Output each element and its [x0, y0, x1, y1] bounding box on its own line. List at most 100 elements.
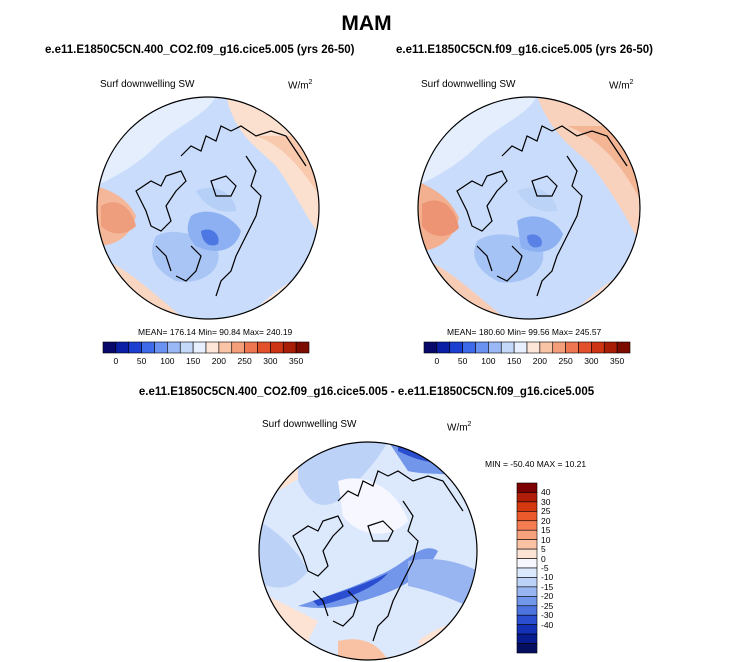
panel-1-colorbar-swatch — [154, 341, 168, 354]
diff-colorbar-tick-label: -30 — [541, 610, 554, 621]
panel-1-colorbar-swatch — [257, 341, 271, 354]
panel-1-colorbar-swatch — [102, 341, 117, 354]
panel-1-colorbar-ticks: 0 50 100 150 200 250 300 350 — [103, 356, 309, 368]
diff-title: e.e11.E1850C5CN.400_CO2.f09_g16.cice5.00… — [138, 386, 595, 398]
panel-2-colorbar-tick-label: 250 — [558, 356, 573, 366]
panel-2-colorbar-swatch — [552, 341, 566, 354]
diff-colorbar — [516, 482, 538, 654]
panel-1-colorbar-tick-label: 250 — [237, 356, 252, 366]
panel-2-colorbar-tick-label: 0 — [434, 356, 440, 366]
panel-2-stats: MEAN= 180.60 Min= 99.56 Max= 245.57 — [447, 327, 602, 337]
diff-colorbar-swatch — [516, 577, 538, 588]
diff-colorbar-swatch — [516, 529, 538, 540]
panel-1-colorbar-swatch — [270, 341, 284, 354]
panel-2-colorbar-swatch — [513, 341, 528, 354]
diff-colorbar-swatch — [516, 558, 538, 569]
panel-1-colorbar-swatch — [205, 341, 220, 354]
diff-colorbar-swatch — [516, 501, 538, 512]
diff-colorbar-swatch — [516, 633, 538, 644]
panel-2-colorbar-swatch — [603, 341, 618, 354]
panel-2-colorbar-tick-label: 150 — [507, 356, 522, 366]
panel-2-colorbar-tick-label: 200 — [532, 356, 547, 366]
diff-colorbar-tick-label: -10 — [541, 572, 554, 583]
figure-title: MAM — [341, 12, 392, 35]
panel-1-colorbar-swatch — [231, 341, 245, 354]
diff-colorbar-tick-label: 10 — [541, 534, 551, 545]
diff-variable-label: Surf downwelling SW — [262, 419, 357, 430]
diff-colorbar-swatch — [516, 605, 538, 616]
diff-colorbar-swatch — [516, 624, 538, 635]
panel-1-stats: MEAN= 176.14 Min= 90.84 Max= 240.19 — [138, 327, 293, 337]
diff-map — [258, 441, 478, 661]
diff-colorbar-swatch — [516, 520, 538, 531]
panel-1-colorbar-tick-label: 200 — [211, 356, 226, 366]
panel-2-colorbar-swatch — [449, 341, 463, 354]
panel-2-colorbar-ticks: 0 50 100 150 200 250 300 350 — [424, 356, 630, 368]
panel-2-colorbar-swatch — [526, 341, 541, 354]
diff-units: W/m2 — [447, 421, 472, 434]
panel-1-variable-label: Surf downwelling SW — [100, 79, 195, 90]
panel-1-colorbar-tick-label: 50 — [136, 356, 147, 366]
panel-2-colorbar-tick-label: 50 — [457, 356, 468, 366]
panel-1-colorbar — [102, 341, 310, 354]
diff-colorbar-swatch — [516, 643, 538, 654]
diff-colorbar-tick-label: 20 — [541, 515, 551, 526]
diff-colorbar-swatch — [516, 567, 538, 578]
panel-1-colorbar-tick-label: 150 — [186, 356, 201, 366]
panel-2-colorbar-swatch — [500, 341, 515, 354]
panel-2-colorbar-tick-label: 300 — [584, 356, 599, 366]
panel-2-colorbar-swatch — [475, 341, 489, 354]
diff-colorbar-swatch — [516, 482, 538, 493]
panel-2-colorbar-swatch — [488, 341, 502, 354]
diff-stats: MIN = -50.40 MAX = 10.21 — [485, 459, 587, 469]
diff-colorbar-swatch — [516, 492, 538, 503]
diff-colorbar-tick-label: -15 — [541, 581, 554, 592]
panel-2-colorbar-swatch — [423, 341, 438, 354]
panel-1-case-title: e.e11.E1850C5CN.400_CO2.f09_g16.cice5.00… — [45, 44, 355, 56]
diff-colorbar-swatch — [516, 511, 538, 522]
panel-1-map — [96, 96, 320, 320]
panel-1-colorbar-swatch — [218, 341, 233, 354]
panel-1-colorbar-tick-label: 100 — [160, 356, 175, 366]
panel-1-colorbar-swatch — [115, 341, 130, 354]
panel-1-colorbar-tick-label: 350 — [289, 356, 304, 366]
diff-colorbar-tick-label: 0 — [541, 553, 546, 564]
panel-2-map — [417, 96, 641, 320]
diff-colorbar-tick-label: 30 — [541, 496, 551, 507]
diff-colorbar-tick-label: 40 — [541, 487, 551, 498]
diff-colorbar-swatch — [516, 586, 538, 597]
panel-2-colorbar-swatch — [565, 341, 579, 354]
panel-2-colorbar — [423, 341, 631, 354]
panel-2-case-title: e.e11.E1850C5CN.f09_g16.cice5.005 (yrs 2… — [396, 44, 654, 56]
diff-colorbar-swatch — [516, 614, 538, 625]
diff-colorbar-swatch — [516, 548, 538, 559]
panel-1-colorbar-swatch — [295, 341, 310, 354]
panel-2-units: W/m2 — [609, 79, 634, 92]
panel-2-colorbar-swatch — [436, 341, 451, 354]
diff-colorbar-tick-label: 25 — [541, 506, 551, 517]
panel-1-colorbar-tick-label: 0 — [113, 356, 119, 366]
diff-colorbar-ticks: 40 30 25 20 15 10 5 0 -5 -10 -15 -20 -25 -30 -40 — [541, 483, 571, 653]
diff-colorbar-swatch — [516, 539, 538, 550]
diff-colorbar-tick-label: -25 — [541, 600, 554, 611]
panel-2-colorbar-tick-label: 100 — [481, 356, 496, 366]
panel-2-variable-label: Surf downwelling SW — [421, 79, 516, 90]
panel-1-units: W/m2 — [288, 79, 313, 92]
diff-colorbar-tick-label: 15 — [541, 525, 551, 536]
panel-1-colorbar-swatch — [192, 341, 207, 354]
panel-2-colorbar-swatch — [591, 341, 605, 354]
panel-2-colorbar-swatch — [578, 341, 592, 354]
panel-2-colorbar-swatch — [539, 341, 554, 354]
diff-colorbar-swatch — [516, 596, 538, 607]
panel-1-colorbar-tick-label: 300 — [263, 356, 278, 366]
panel-1-colorbar-swatch — [167, 341, 181, 354]
panel-1-colorbar-swatch — [179, 341, 194, 354]
panel-2-colorbar-tick-label: 350 — [610, 356, 625, 366]
panel-1-colorbar-swatch — [128, 341, 142, 354]
diff-colorbar-tick-label: -40 — [541, 619, 554, 630]
diff-colorbar-tick-label: 5 — [541, 544, 546, 555]
panel-2-colorbar-swatch — [616, 341, 631, 354]
diff-colorbar-tick-label: -5 — [541, 563, 549, 573]
panel-1-colorbar-swatch — [244, 341, 258, 354]
diff-colorbar-tick-label: -20 — [541, 591, 554, 602]
